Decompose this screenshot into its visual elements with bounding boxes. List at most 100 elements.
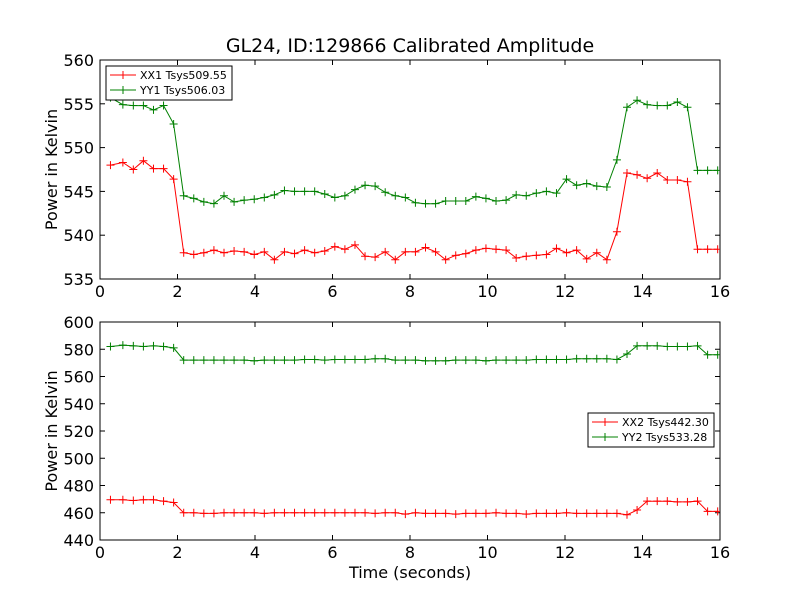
top-data-point: [371, 182, 380, 191]
bottom-data-point: [149, 341, 158, 350]
top-data-point: [502, 246, 511, 255]
bottom-data-point: [280, 508, 289, 517]
bottom-data-point: [270, 508, 279, 517]
bottom-data-point: [512, 356, 521, 365]
top-data-point: [411, 198, 420, 207]
bottom-data-point: [663, 497, 672, 506]
top-data-point: [673, 176, 682, 185]
top-data-point: [653, 101, 662, 110]
bottom-data-point: [582, 509, 591, 518]
top-data-point: [572, 181, 581, 190]
bottom-data-point: [139, 495, 148, 504]
top-data-point: [683, 177, 692, 186]
top-series-1: [106, 156, 720, 264]
top-data-point: [461, 249, 470, 258]
top-data-point: [139, 101, 148, 110]
top-x-tick-label: 6: [327, 282, 337, 301]
bottom-data-point: [542, 355, 551, 364]
bottom-data-point: [118, 495, 127, 504]
top-data-point: [683, 103, 692, 112]
bottom-data-point: [572, 354, 581, 363]
top-data-point: [250, 195, 259, 204]
bottom-data-point: [250, 508, 259, 517]
top-data-point: [391, 255, 400, 264]
bottom-series-1: [106, 495, 720, 519]
top-y-tick-label: 535: [63, 270, 94, 289]
bottom-legend-label: XX2 Tsys442.30: [622, 416, 709, 429]
top-data-point: [562, 248, 571, 257]
bottom-data-point: [310, 355, 319, 364]
top-x-tick-label: 16: [710, 282, 730, 301]
bottom-data-point: [623, 350, 631, 359]
bottom-data-point: [451, 510, 460, 519]
top-y-tick-label: 560: [63, 51, 94, 70]
top-data-point: [118, 100, 127, 109]
top-data-point: [169, 119, 178, 128]
top-y-tick-label: 545: [63, 182, 94, 201]
top-x-tick-label: 4: [250, 282, 260, 301]
top-data-point: [129, 101, 138, 110]
bottom-data-point: [461, 356, 470, 365]
bottom-data-point: [552, 509, 561, 518]
bottom-data-point: [106, 495, 115, 504]
bottom-data-point: [492, 356, 501, 365]
top-data-point: [592, 248, 601, 257]
top-legend-marker: [119, 71, 127, 79]
top-data-point: [441, 197, 450, 206]
bottom-data-point: [471, 509, 480, 518]
top-data-point: [582, 179, 591, 188]
bottom-data-point: [330, 508, 339, 517]
bottom-data-point: [159, 497, 168, 506]
bottom-data-point: [209, 356, 218, 365]
top-data-point: [542, 250, 551, 259]
top-data-point: [451, 251, 460, 260]
top-data-point: [220, 248, 228, 257]
bottom-data-point: [411, 356, 420, 365]
bottom-data-point: [106, 342, 115, 351]
top-data-point: [562, 175, 571, 184]
bottom-data-point: [411, 508, 420, 517]
top-x-tick-label: 10: [477, 282, 497, 301]
bottom-legend-marker: [601, 433, 609, 441]
top-data-point: [159, 101, 168, 110]
bottom-x-tick-label: 4: [250, 543, 260, 562]
top-data-point: [663, 101, 672, 110]
bottom-data-point: [270, 356, 279, 365]
bottom-data-point: [260, 356, 269, 365]
top-legend-box: [105, 65, 233, 101]
top-series-2: [106, 93, 720, 208]
top-data-point: [552, 244, 561, 253]
top-data-point: [713, 166, 720, 175]
top-data-point: [290, 187, 299, 196]
bottom-y-tick-label: 600: [63, 313, 94, 332]
top-data-point: [220, 191, 228, 200]
bottom-data-point: [350, 508, 359, 517]
bottom-x-tick-label: 14: [632, 543, 652, 562]
bottom-x-tick-label: 0: [95, 543, 105, 562]
bottom-data-point: [683, 342, 692, 351]
top-data-point: [512, 190, 521, 199]
top-data-point: [481, 194, 490, 203]
top-data-point: [381, 247, 390, 256]
bottom-data-point: [441, 509, 450, 518]
top-x-tick-label: 12: [555, 282, 575, 301]
bottom-x-tick-label: 12: [555, 543, 575, 562]
bottom-data-point: [129, 341, 138, 350]
bottom-data-point: [572, 509, 581, 518]
top-data-point: [270, 255, 279, 264]
bottom-data-point: [381, 354, 390, 363]
bottom-y-tick-label: 440: [63, 531, 94, 550]
top-data-point: [139, 156, 148, 165]
top-data-point: [441, 255, 450, 264]
top-data-point: [149, 164, 158, 173]
top-data-point: [643, 174, 652, 183]
top-data-point: [260, 247, 269, 256]
top-data-point: [673, 98, 682, 107]
bottom-data-point: [230, 508, 239, 517]
top-data-point: [310, 248, 319, 257]
bottom-data-point: [159, 342, 168, 351]
bottom-data-point: [199, 356, 208, 365]
bottom-data-point: [209, 509, 218, 518]
bottom-y-tick-label: 520: [63, 422, 94, 441]
